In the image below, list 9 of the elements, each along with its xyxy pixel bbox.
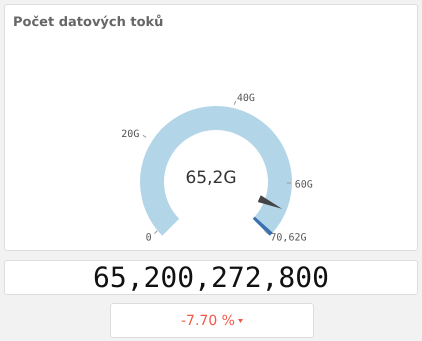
text: 20G [121, 129, 140, 140]
text: 60G [294, 179, 313, 190]
text: -7.70 % [181, 312, 235, 328]
chart-title: Počet datových toků [13, 15, 164, 30]
text: 40G [236, 93, 255, 104]
text: 65,2G [185, 168, 237, 188]
text: 65,200,272,800 [4, 260, 418, 295]
text: 0 [146, 232, 152, 244]
text: 70,62G [270, 232, 307, 244]
